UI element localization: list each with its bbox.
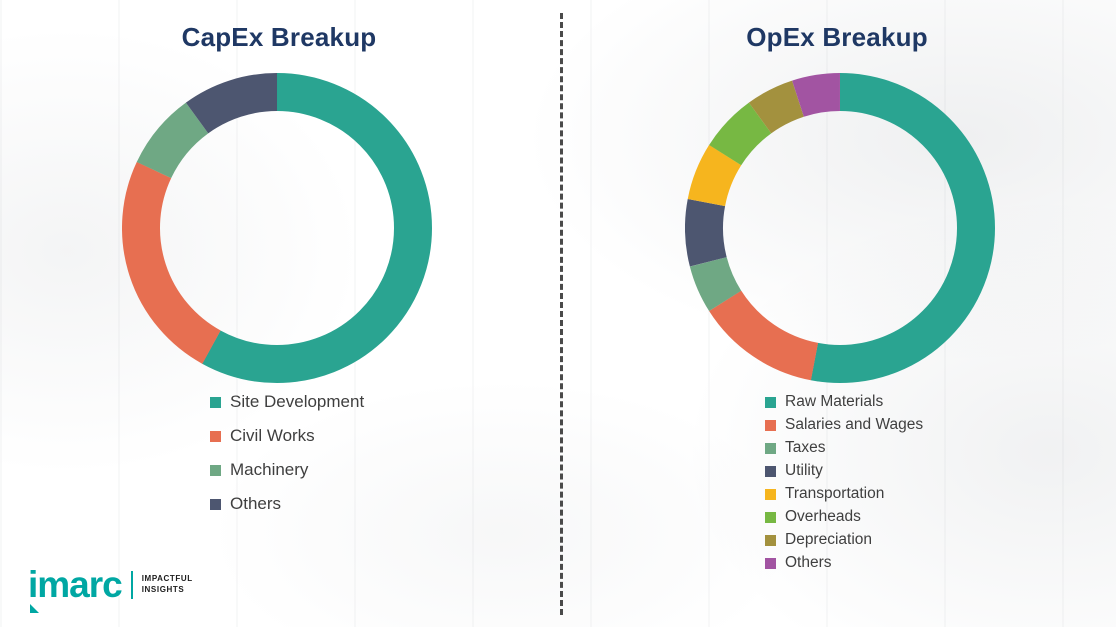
donut-segment-machinery [122, 73, 432, 383]
legend-swatch-overheads [765, 511, 776, 523]
legend-swatch-utility [765, 465, 776, 477]
legend-swatch-transportation [765, 488, 776, 500]
legend-swatch-site-development [210, 396, 221, 408]
legend-label-others: Others [785, 554, 832, 571]
capex-legend: Site Development Civil Works Machinery Othe… [210, 392, 364, 514]
legend-item-utility: Utility [765, 462, 923, 480]
legend-item-others: Others [765, 554, 923, 572]
legend-swatch-salaries-and-wages [765, 419, 776, 431]
legend-item-machinery: Machinery [210, 460, 364, 480]
legend-label-raw-materials: Raw Materials [785, 393, 884, 410]
imarc-logo: imarc IMPACTFUL INSIGHTS [28, 566, 193, 603]
imarc-logo-divider-bar [130, 570, 133, 599]
donut-segment-transportation [685, 73, 995, 383]
opex-legend: Raw Materials Salaries and Wages Taxes Util… [765, 393, 923, 572]
donut-segment-others [685, 73, 995, 383]
legend-item-others: Others [210, 494, 364, 514]
center-divider [560, 13, 563, 615]
imarc-logo-tagline: IMPACTFUL INSIGHTS [142, 574, 193, 596]
legend-item-salaries-and-wages: Salaries and Wages [765, 416, 923, 434]
donut-segment-taxes [685, 73, 995, 383]
legend-swatch-others [210, 498, 221, 510]
legend-label-site-development: Site Development [230, 392, 365, 411]
legend-swatch-taxes [765, 442, 776, 454]
legend-label-utility: Utility [785, 462, 823, 479]
legend-label-machinery: Machinery [230, 460, 309, 479]
legend-swatch-raw-materials [765, 396, 776, 408]
opex-donut-chart [685, 73, 995, 383]
legend-label-overheads: Overheads [785, 508, 861, 525]
legend-label-civil-works: Civil Works [230, 426, 315, 445]
donut-segment-raw-materials [685, 73, 995, 383]
legend-label-depreciation: Depreciation [785, 531, 873, 548]
donut-segment-depreciation [685, 73, 995, 383]
legend-item-transportation: Transportation [765, 485, 923, 503]
capex-chart-title: CapEx Breakup [181, 22, 377, 52]
legend-item-site-development: Site Development [210, 392, 364, 412]
legend-swatch-machinery [210, 464, 221, 476]
legend-swatch-depreciation [765, 534, 776, 546]
donut-segment-overheads [685, 73, 995, 383]
legend-item-taxes: Taxes [765, 439, 923, 457]
legend-label-transportation: Transportation [785, 485, 885, 502]
capex-donut-chart [122, 73, 432, 383]
legend-label-taxes: Taxes [785, 439, 826, 456]
legend-label-others: Others [230, 494, 282, 513]
tagline-line-2: INSIGHTS [141, 584, 185, 594]
tagline-line-1: IMPACTFUL [141, 573, 193, 583]
imarc-logo-wordmark: imarc [28, 564, 123, 605]
donut-segment-others [122, 73, 432, 383]
legend-item-raw-materials: Raw Materials [765, 393, 923, 411]
legend-item-overheads: Overheads [765, 508, 923, 526]
donut-segment-civil-works [122, 73, 432, 383]
opex-chart-title: OpEx Breakup [746, 22, 928, 52]
imarc-logo-triangle-icon [30, 604, 39, 613]
legend-item-depreciation: Depreciation [765, 531, 923, 549]
legend-label-salaries-and-wages: Salaries and Wages [785, 416, 924, 433]
donut-segment-salaries-and-wages [685, 73, 995, 383]
donut-segment-utility [685, 73, 995, 383]
legend-item-civil-works: Civil Works [210, 426, 364, 446]
legend-swatch-others [765, 557, 776, 569]
capex-panel: CapEx Breakup Site Development Civil Work… [122, 22, 432, 514]
opex-panel: OpEx Breakup Raw Materials Salaries and W… [558, 0, 1116, 627]
legend-swatch-civil-works [210, 430, 221, 442]
